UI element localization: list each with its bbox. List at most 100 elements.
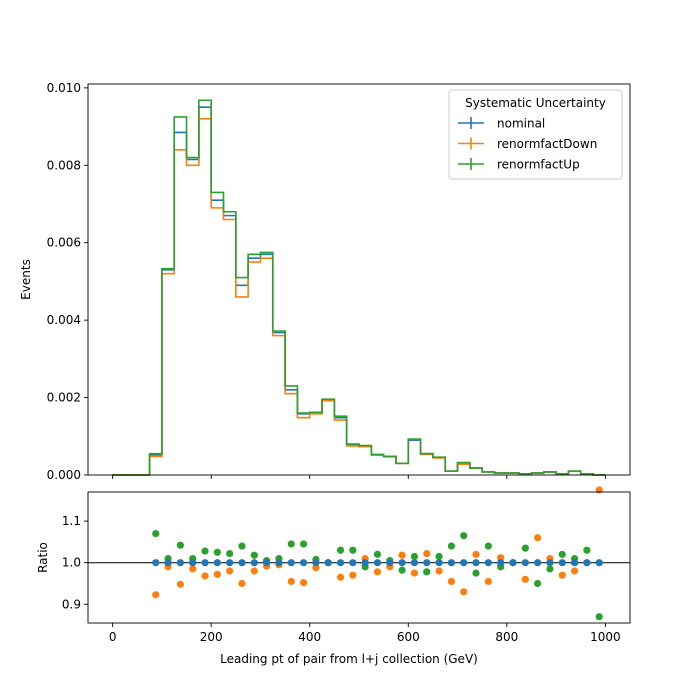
ratio-point-renormfactUp (472, 569, 480, 577)
ratio-point-nominal (558, 559, 566, 567)
ratio-point-renormfactUp (287, 540, 295, 548)
ratio-point-renormfactDown (472, 550, 480, 558)
ratio-point-renormfactUp (336, 546, 345, 554)
main-plot-frame (87, 83, 631, 476)
ratio-point-renormfactDown (152, 591, 160, 599)
ratio-point-renormfactUp (176, 541, 184, 549)
ratio-x-tick-label: 0 (109, 630, 117, 644)
ratio-point-renormfactDown (287, 577, 295, 586)
ratio-point-nominal (521, 559, 529, 567)
ratio-y-tick-label: 1.0 (62, 556, 81, 570)
ratio-point-nominal (373, 559, 382, 567)
ratio-point-nominal (312, 559, 320, 567)
ratio-point-renormfactUp (534, 579, 542, 588)
ratio-point-nominal (164, 559, 172, 567)
main-y-tick-label: 0.004 (47, 313, 81, 327)
ratio-point-renormfactDown (176, 580, 184, 588)
ratio-point-renormfactUp (521, 544, 529, 552)
ratio-point-renormfactUp (595, 613, 603, 621)
ratio-point-renormfactDown (558, 571, 566, 579)
ratio-panel: 0 200 400 600 800 1000 0.9 1.0 1.1 Leading pt of … (36, 486, 631, 666)
ratio-x-tick-label: 200 (200, 630, 223, 644)
ratio-plot-frame (87, 491, 631, 624)
legend-box (448, 89, 623, 180)
main-y-tick-label: 0.010 (47, 81, 81, 95)
ratio-point-renormfactUp (152, 529, 160, 538)
ratio-point-nominal (226, 559, 234, 567)
ratio-point-nominal (435, 559, 443, 567)
legend-label-renormfactDown: renormfactDown (497, 137, 597, 151)
ratio-point-nominal (349, 559, 357, 567)
ratio-point-nominal (386, 559, 394, 567)
main-histogram-panel: 0.000 0.002 0.004 0.006 0.008 0.010 Events Syst… (19, 81, 631, 482)
ratio-point-nominal (460, 559, 468, 567)
ratio-y-axis-label: Ratio (36, 542, 50, 573)
ratio-point-renormfactUp (410, 552, 419, 561)
ratio-point-nominal (299, 559, 308, 567)
ratio-point-renormfactUp (373, 550, 382, 558)
ratio-point-renormfactUp (484, 542, 492, 550)
ratio-point-renormfactDown (521, 575, 529, 583)
main-y-tick-label: 0.008 (47, 158, 81, 172)
ratio-point-nominal (534, 559, 542, 567)
ratio-point-nominal (570, 559, 579, 567)
ratio-point-nominal (324, 559, 332, 567)
ratio-point-nominal (423, 559, 431, 567)
ratio-point-renormfactUp (447, 542, 455, 550)
ratio-point-renormfactUp (299, 540, 308, 548)
ratio-point-renormfactDown (497, 554, 505, 562)
main-y-tick-label: 0.000 (47, 468, 81, 482)
ratio-point-renormfactDown (299, 579, 308, 587)
ratio-point-renormfactDown (410, 569, 419, 577)
main-y-tick-label: 0.002 (47, 391, 81, 405)
ratio-point-renormfactDown (312, 564, 320, 572)
ratio-point-renormfactDown (435, 567, 443, 575)
ratio-point-nominal (472, 559, 480, 567)
ratio-point-renormfactDown (336, 573, 345, 581)
ratio-point-renormfactDown (213, 570, 221, 578)
ratio-x-tick-label: 800 (495, 630, 518, 644)
ratio-point-renormfactDown (534, 534, 542, 542)
ratio-point-renormfactUp (250, 551, 258, 559)
ratio-point-nominal (398, 559, 406, 567)
ratio-point-renormfactUp (226, 549, 234, 558)
ratio-point-renormfactDown (423, 549, 431, 558)
ratio-point-renormfactUp (213, 548, 221, 556)
ratio-point-renormfactUp (546, 565, 554, 573)
ratio-point-renormfactUp (423, 568, 431, 576)
ratio-point-renormfactDown (189, 565, 197, 573)
ratio-series-renormfactDown (152, 486, 603, 599)
ratio-point-nominal (447, 559, 455, 567)
legend-label-renormfactUp: renormfactUp (497, 158, 580, 172)
ratio-point-renormfactUp (558, 550, 566, 558)
ratio-x-tick-label: 600 (397, 630, 420, 644)
ratio-point-renormfactDown (460, 588, 468, 596)
ratio-point-nominal (361, 559, 369, 567)
ratio-y-tick-label: 0.9 (62, 597, 81, 611)
ratio-point-nominal (213, 559, 221, 567)
ratio-point-renormfactUp (435, 552, 443, 561)
ratio-point-nominal (238, 559, 246, 567)
main-y-axis-label: Events (19, 259, 33, 300)
ratio-point-renormfactDown (570, 567, 579, 575)
ratio-point-renormfactDown (250, 567, 258, 575)
ratio-point-nominal (201, 559, 209, 567)
ratio-point-nominal (176, 559, 184, 567)
legend-label-nominal: nominal (497, 117, 545, 131)
ratio-point-renormfactUp (349, 546, 357, 554)
series-line-renormfactUp (112, 99, 606, 476)
ratio-point-renormfactUp (238, 542, 246, 550)
ratio-point-renormfactDown (238, 579, 246, 588)
ratio-point-renormfactUp (398, 566, 406, 574)
ratio-point-nominal (583, 559, 591, 567)
ratio-point-renormfactDown (226, 567, 234, 575)
ratio-point-nominal (509, 559, 517, 567)
ratio-point-renormfactDown (349, 571, 357, 579)
ratio-point-nominal (263, 559, 271, 567)
ratio-point-renormfactDown (373, 568, 382, 576)
main-y-tick-label: 0.006 (47, 236, 81, 250)
ratio-point-nominal (250, 559, 258, 567)
legend: Systematic Uncertainty nominal renormfactD… (448, 89, 623, 180)
ratio-point-nominal (287, 559, 295, 567)
ratio-point-renormfactDown (398, 551, 406, 559)
